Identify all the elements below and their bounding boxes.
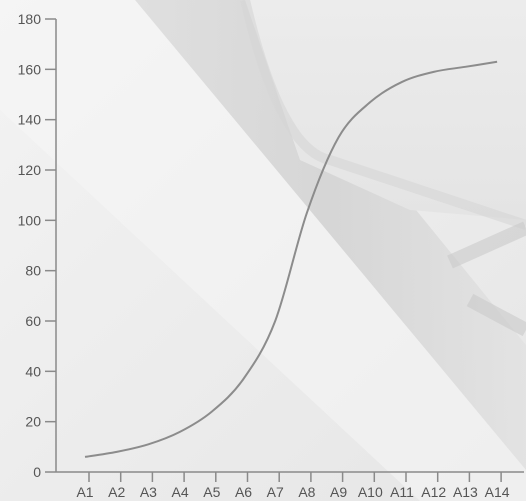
series-line <box>84 60 498 458</box>
series-layer <box>84 60 498 458</box>
x-tick-label: A4 <box>172 484 189 500</box>
x-tick-label: A6 <box>235 484 252 500</box>
x-tick-label: A1 <box>76 484 93 500</box>
y-tick-label: 160 <box>18 61 42 77</box>
y-axis-ticks: 0 20 40 60 80 100 120 140 160 180 <box>18 11 56 480</box>
y-tick-label: 120 <box>18 162 42 178</box>
y-tick-label: 100 <box>18 212 42 228</box>
x-tick-label: A7 <box>267 484 284 500</box>
x-tick-label: A11 <box>390 484 414 500</box>
y-tick-label: 180 <box>18 11 42 27</box>
y-tick-label: 140 <box>18 112 42 128</box>
x-tick-label: A12 <box>421 484 446 500</box>
x-tick-label: A2 <box>108 484 125 500</box>
x-tick-label: A13 <box>453 484 478 500</box>
x-tick-label: A9 <box>330 484 347 500</box>
axes <box>55 19 524 473</box>
x-tick-label: A14 <box>485 484 510 500</box>
y-tick-label: 40 <box>25 363 41 379</box>
x-tick-label: A3 <box>140 484 157 500</box>
x-axis-ticks: A1 A2 A3 A4 A5 A6 A7 A8 A9 A10 A11 A12 A13 A14 <box>76 472 510 500</box>
x-tick-label: A5 <box>203 484 220 500</box>
x-tick-label: A8 <box>298 484 315 500</box>
x-tick-label: A10 <box>358 484 383 500</box>
y-tick-label: 80 <box>25 263 41 279</box>
y-tick-label: 20 <box>25 414 41 430</box>
y-tick-label: 60 <box>25 313 41 329</box>
y-tick-label: 0 <box>33 464 41 480</box>
